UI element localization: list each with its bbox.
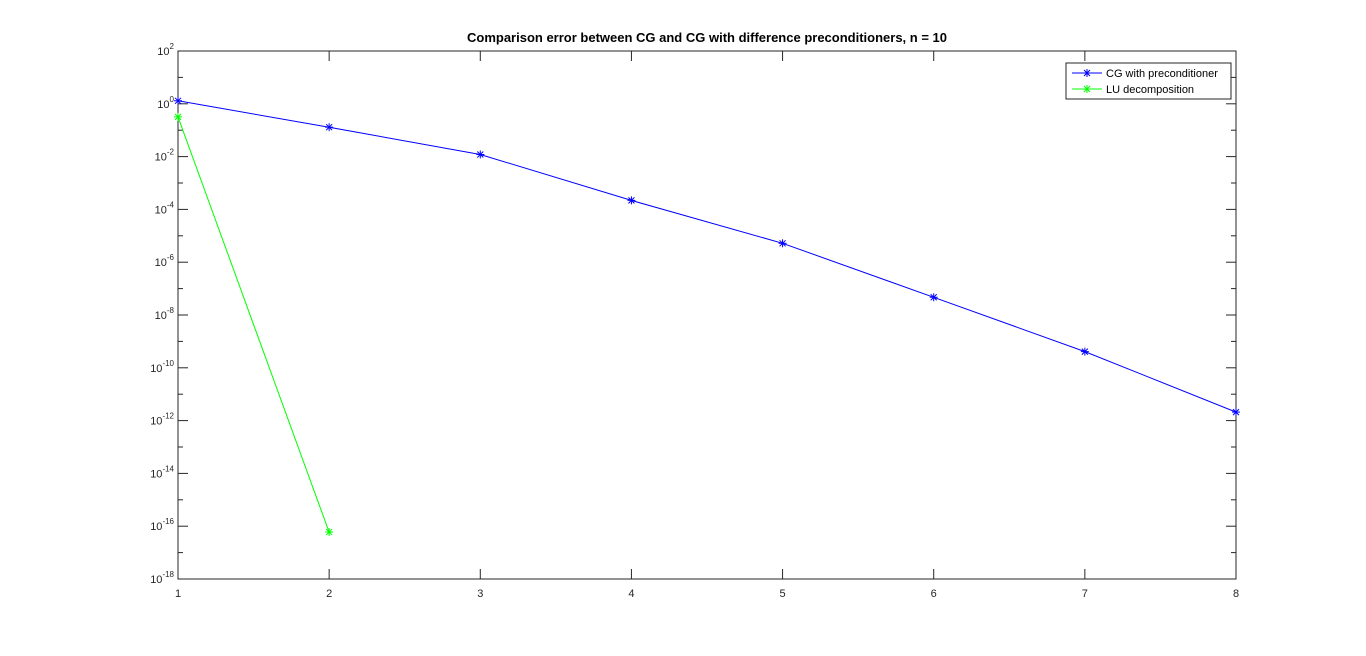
marker-stroke	[1083, 85, 1091, 93]
plot-area	[177, 50, 1237, 580]
legend-entry: CG with preconditioner	[1072, 68, 1218, 80]
y-tick-label: 10-14	[150, 464, 174, 480]
marker-stroke	[325, 123, 333, 131]
y-tick-exponent: -2	[167, 148, 175, 157]
legend-marker	[1083, 69, 1091, 77]
y-tick-base: 10	[150, 468, 162, 480]
y-tick-label: 10-2	[155, 148, 175, 164]
y-tick-base: 10	[155, 152, 167, 164]
x-tick-label: 3	[477, 588, 483, 600]
y-tick-base: 10	[150, 363, 162, 375]
x-tick-label: 7	[1082, 588, 1088, 600]
y-tick-base: 10	[150, 416, 162, 428]
y-tick-label: 10-10	[150, 359, 174, 375]
x-tick-label: 6	[931, 588, 937, 600]
marker-stroke	[628, 197, 635, 204]
y-tick-exponent: -18	[162, 570, 174, 579]
series-layer	[174, 96, 1240, 537]
series-0-point	[174, 96, 182, 105]
y-tick-exponent: -10	[162, 359, 174, 368]
legend-box	[1065, 62, 1232, 100]
series-1-point	[174, 112, 182, 121]
y-tick-base: 10	[157, 46, 169, 58]
series-1-point	[325, 528, 334, 537]
series-0-point	[1232, 408, 1240, 417]
series-line-1	[177, 116, 330, 533]
legend-entry: LU decomposition	[1072, 84, 1194, 96]
x-tick-label: 1	[175, 588, 181, 600]
y-tick-exponent: -14	[162, 464, 174, 473]
series-0-point	[325, 123, 334, 132]
series-0-point	[1080, 347, 1089, 356]
y-tick-label: 10-6	[155, 253, 175, 269]
marker-stroke	[1081, 348, 1089, 355]
x-tick-label: 8	[1233, 588, 1239, 600]
marker-stroke	[779, 239, 786, 247]
y-tick-exponent: -6	[167, 253, 175, 262]
y-tick-label: 10-8	[155, 306, 175, 322]
y-tick-label: 10-4	[155, 200, 175, 216]
series-line-0	[177, 100, 1237, 413]
x-tick-label: 4	[628, 588, 634, 600]
legend-marker	[1083, 85, 1091, 93]
marker-stroke	[476, 151, 484, 158]
marker-stroke	[1083, 69, 1091, 77]
marker-stroke	[174, 113, 182, 121]
y-tick-base: 10	[150, 574, 162, 586]
series-0-point	[627, 196, 636, 205]
marker-stroke	[1232, 408, 1240, 416]
y-tick-base: 10	[155, 257, 167, 269]
y-tick-base: 10	[155, 310, 167, 322]
marker-stroke	[930, 293, 938, 301]
series-0-point	[778, 239, 787, 248]
y-tick-exponent: -8	[167, 306, 175, 315]
marker-stroke	[174, 97, 182, 105]
y-tick-exponent: -16	[162, 517, 174, 526]
marker-stroke	[325, 528, 333, 536]
series-0-point	[929, 293, 938, 302]
y-tick-exponent: -12	[162, 412, 174, 421]
y-tick-label: 100	[157, 95, 174, 111]
x-tick-label: 5	[780, 588, 786, 600]
y-tick-label: 10-12	[150, 412, 174, 428]
y-tick-base: 10	[157, 99, 169, 111]
y-tick-label: 10-16	[150, 517, 174, 533]
y-tick-exponent: 2	[170, 42, 175, 51]
axes: 1 2 3 4 5 6 7 810210010-210-410-610-810-1010-12…	[150, 42, 1239, 600]
y-tick-base: 10	[155, 204, 167, 216]
x-tick-label: 2	[326, 588, 332, 600]
legend[interactable]: CG with preconditioner LU decomposition	[1065, 62, 1232, 100]
y-tick-label: 10-18	[150, 570, 174, 586]
y-tick-exponent: -4	[167, 200, 175, 209]
y-tick-label: 102	[157, 42, 174, 58]
y-tick-base: 10	[150, 521, 162, 533]
chart-title: Comparison error between CG and CG with …	[467, 30, 947, 45]
series-0-point	[476, 150, 485, 159]
y-tick-exponent: 0	[170, 95, 175, 104]
legend-label: LU decomposition	[1106, 84, 1194, 96]
legend-label: CG with preconditioner	[1106, 68, 1218, 80]
